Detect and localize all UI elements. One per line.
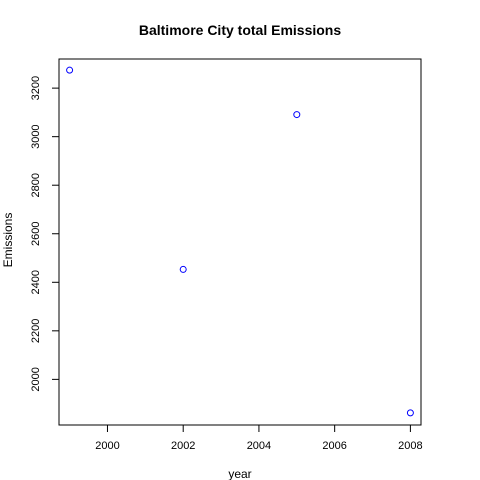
x-tick-label: 2006 [322,440,346,452]
plot-frame [58,58,422,426]
y-tick-label: 2600 [30,222,42,246]
data-points [66,66,414,417]
y-tick-label: 2400 [30,270,42,294]
x-tick-label: 2004 [247,440,271,452]
y-tick-label: 2800 [30,173,42,197]
y-axis: 2000 2200 2400 2600 2800 3000 3200 [30,76,60,392]
data-point [66,66,74,74]
data-point [293,111,301,119]
data-point [406,409,414,417]
x-axis: 2000 2002 2004 2006 2008 [95,424,423,452]
y-tick-label: 3000 [30,124,42,148]
x-tick-label: 2008 [398,440,422,452]
x-tick-label: 2000 [95,440,119,452]
y-axis-label: Emissions [1,213,15,268]
x-tick-label: 2002 [171,440,195,452]
y-tick-label: 3200 [30,76,42,100]
chart-title: Baltimore City total Emissions [139,22,341,38]
y-tick-label: 2200 [30,319,42,343]
y-tick-label: 2000 [30,367,42,391]
data-point [179,265,187,273]
x-axis-label: year [228,467,251,480]
